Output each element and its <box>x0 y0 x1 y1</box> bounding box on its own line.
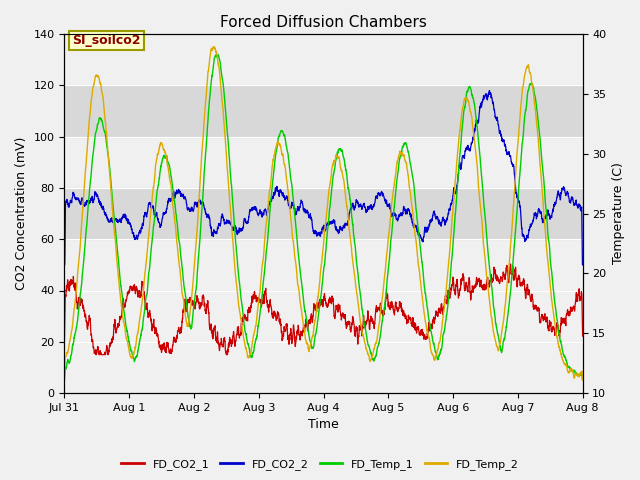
FD_Temp_2 <box>209 44 217 49</box>
FD_CO2_2 <box>120 212 127 218</box>
FD_CO2_1 <box>259 292 267 298</box>
FD_Temp_1 <box>513 211 520 217</box>
FD_CO2_1 <box>507 261 515 267</box>
FD_Temp_2 <box>282 170 289 176</box>
Bar <box>65 85 582 137</box>
FD_Temp_2 <box>61 373 68 379</box>
FD_CO2_2 <box>259 211 267 216</box>
Y-axis label: CO2 Concentration (mV): CO2 Concentration (mV) <box>15 137 28 290</box>
FD_Temp_2 <box>579 377 586 383</box>
Line: FD_Temp_1: FD_Temp_1 <box>65 55 582 380</box>
FD_CO2_1 <box>579 333 586 339</box>
FD_CO2_1 <box>282 327 289 333</box>
X-axis label: Time: Time <box>308 419 339 432</box>
Legend: FD_CO2_1, FD_CO2_2, FD_Temp_1, FD_Temp_2: FD_CO2_1, FD_CO2_2, FD_Temp_1, FD_Temp_2 <box>117 455 523 474</box>
Line: FD_CO2_1: FD_CO2_1 <box>65 264 582 355</box>
FD_CO2_2 <box>150 212 158 217</box>
FD_Temp_2 <box>513 153 520 159</box>
Text: SI_soilco2: SI_soilco2 <box>72 34 141 47</box>
FD_CO2_2 <box>569 194 577 200</box>
FD_Temp_1 <box>569 367 577 372</box>
FD_CO2_1 <box>513 279 521 285</box>
FD_CO2_1 <box>92 352 100 358</box>
FD_CO2_2 <box>61 262 68 268</box>
FD_CO2_1 <box>569 305 577 311</box>
Line: FD_Temp_2: FD_Temp_2 <box>65 47 582 380</box>
FD_CO2_2 <box>282 196 289 202</box>
FD_CO2_2 <box>486 88 493 94</box>
FD_CO2_1 <box>120 300 127 305</box>
FD_Temp_2 <box>150 179 158 185</box>
FD_Temp_1 <box>61 377 68 383</box>
FD_Temp_1 <box>150 218 158 224</box>
FD_Temp_1 <box>282 140 289 145</box>
FD_Temp_1 <box>120 305 127 311</box>
FD_CO2_1 <box>61 341 68 347</box>
Y-axis label: Temperature (C): Temperature (C) <box>612 163 625 264</box>
FD_CO2_2 <box>579 262 586 268</box>
FD_CO2_1 <box>150 324 158 330</box>
FD_Temp_2 <box>120 319 127 325</box>
FD_Temp_1 <box>579 377 586 383</box>
Title: Forced Diffusion Chambers: Forced Diffusion Chambers <box>220 15 427 30</box>
FD_CO2_2 <box>513 193 520 199</box>
FD_Temp_1 <box>259 280 267 286</box>
FD_Temp_2 <box>569 367 577 372</box>
FD_Temp_2 <box>259 256 267 262</box>
Bar <box>65 188 582 239</box>
FD_Temp_1 <box>212 52 220 58</box>
Line: FD_CO2_2: FD_CO2_2 <box>65 91 582 265</box>
